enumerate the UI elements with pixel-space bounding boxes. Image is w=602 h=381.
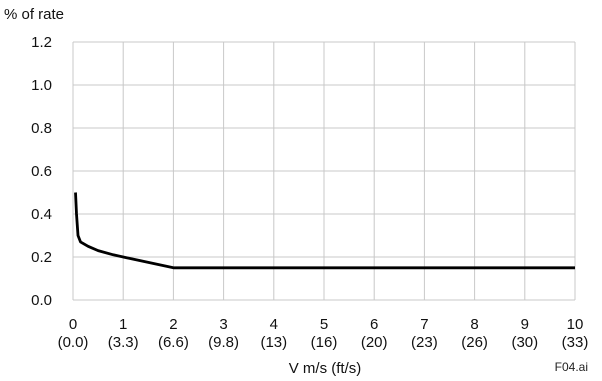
x-tick-label: 6 bbox=[370, 316, 378, 333]
x-tick-sublabel: (0.0) bbox=[58, 334, 89, 351]
y-tick-label: 0.0 bbox=[31, 292, 52, 309]
x-axis-label: V m/s (ft/s) bbox=[289, 360, 362, 377]
y-tick-label: 1.2 bbox=[31, 34, 52, 51]
x-tick-label: 7 bbox=[420, 316, 428, 333]
y-axis-label: % of rate bbox=[4, 6, 65, 23]
grid-lines bbox=[72, 41, 576, 301]
x-tick-label: 3 bbox=[219, 316, 227, 333]
figure-id: F04.ai bbox=[554, 360, 588, 374]
y-tick-label: 1.0 bbox=[31, 77, 52, 94]
x-tick-sublabel: (16) bbox=[311, 334, 338, 351]
x-tick-sublabel: (3.3) bbox=[108, 334, 139, 351]
x-tick-sublabel: (30) bbox=[511, 334, 538, 351]
x-tick-label: 0 bbox=[69, 316, 77, 333]
x-tick-label: 10 bbox=[567, 316, 584, 333]
series-lines bbox=[74, 192, 575, 270]
x-tick-sublabel: (9.8) bbox=[208, 334, 239, 351]
x-tick-label: 2 bbox=[169, 316, 177, 333]
y-tick-label: 0.6 bbox=[31, 163, 52, 180]
x-tick-sublabel: (20) bbox=[361, 334, 388, 351]
y-tick-label: 0.4 bbox=[31, 206, 52, 223]
y-tick-labels: 0.0 0.2 0.4 0.6 0.8 1.0 1.2 bbox=[31, 34, 52, 309]
x-tick-label: 8 bbox=[470, 316, 478, 333]
x-tick-label: 4 bbox=[270, 316, 278, 333]
x-tick-sublabel: (33) bbox=[562, 334, 589, 351]
x-tick-sublabel: (13) bbox=[260, 334, 287, 351]
x-tick-sublabel: (6.6) bbox=[158, 334, 189, 351]
x-tick-label: 1 bbox=[119, 316, 127, 333]
y-tick-label: 0.2 bbox=[31, 249, 52, 266]
x-tick-sublabel: (23) bbox=[411, 334, 438, 351]
series-line bbox=[74, 192, 575, 270]
x-tick-sublabel: (26) bbox=[461, 334, 488, 351]
x-tick-label: 5 bbox=[320, 316, 328, 333]
x-tick-label: 9 bbox=[521, 316, 529, 333]
y-tick-label: 0.8 bbox=[31, 120, 52, 137]
x-tick-labels: 0(0.0) 1(3.3) 2(6.6) 3(9.8) 4(13) 5(16) 6(20) 7… bbox=[58, 316, 589, 351]
